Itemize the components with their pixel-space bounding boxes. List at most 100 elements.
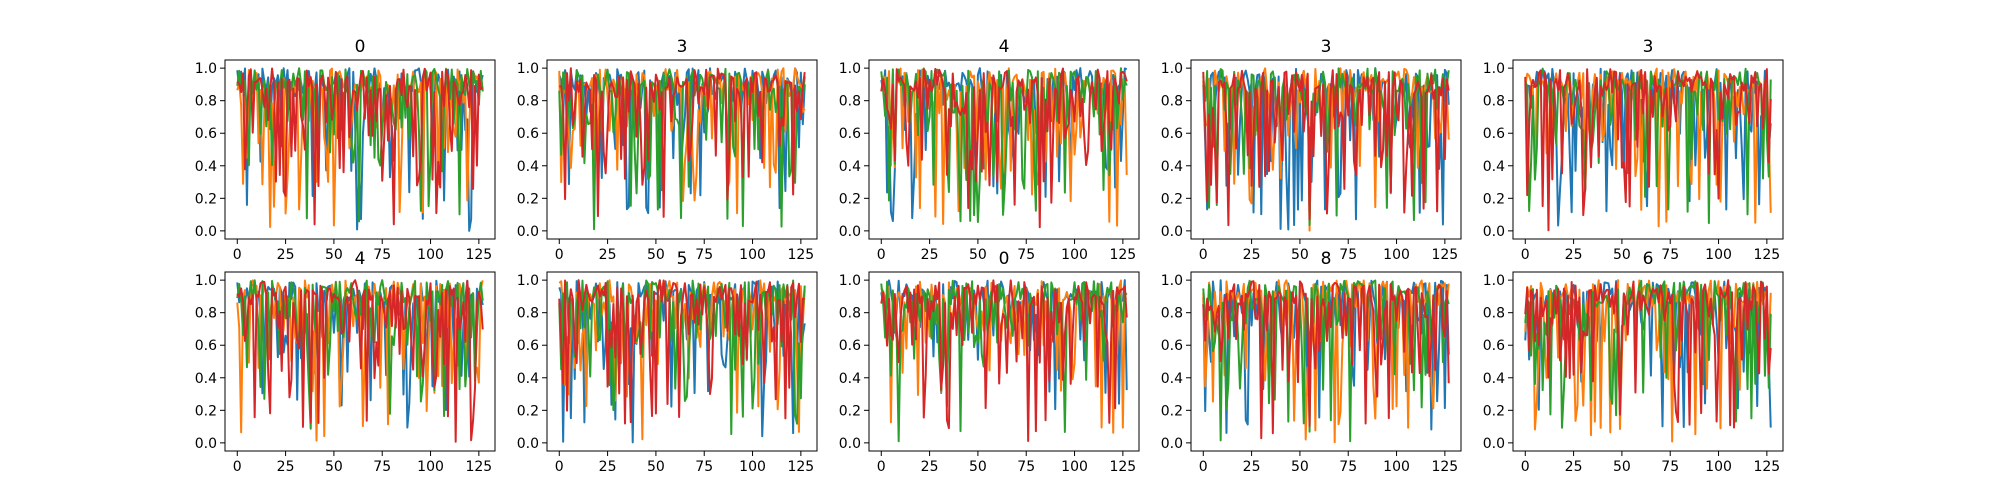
x-tick-label: 0	[1199, 459, 1208, 475]
y-tick-label: 1.0	[195, 61, 217, 77]
x-tick-label: 25	[921, 459, 939, 475]
y-tick-label: 0.8	[1483, 94, 1505, 110]
series-group	[880, 279, 1128, 443]
x-tick-label: 75	[1017, 459, 1035, 475]
axes-frame	[546, 59, 818, 240]
y-tick-label: 0.8	[839, 306, 861, 322]
y-tick-label: 0.2	[1483, 191, 1505, 207]
x-tick-label: 75	[695, 459, 713, 475]
panel-0: 0 0 25 50 75 100 125 0.0 0.2 0.4 0.6 0.8 1.0	[195, 37, 496, 263]
y-tick-label: 0.4	[1483, 371, 1505, 387]
x-tick-label: 50	[325, 247, 343, 263]
y-tick-label: 0.0	[195, 224, 217, 240]
x-tick-label: 50	[1291, 459, 1309, 475]
panel-title: 3	[1643, 37, 1654, 57]
y-tick-label: 0.0	[1161, 436, 1183, 452]
y-tick-label: 0.2	[517, 403, 539, 419]
y-tick-label: 1.0	[839, 61, 861, 77]
y-tick-label: 0.4	[1161, 371, 1183, 387]
x-tick-label: 75	[695, 247, 713, 263]
panel-1: 3 0 25 50 75 100 125 0.0 0.2 0.4 0.6 0.8 1.0	[517, 37, 818, 263]
series-line-3	[558, 279, 805, 425]
y-tick-label: 0.0	[517, 224, 539, 240]
x-tick-label: 50	[647, 459, 665, 475]
x-tick-label: 100	[1705, 247, 1732, 263]
panel-title: 5	[677, 249, 688, 269]
x-tick-label: 125	[1109, 459, 1136, 475]
panel-3: 3 0 25 50 75 100 125 0.0 0.2 0.4 0.6 0.8 1.0	[1161, 37, 1462, 263]
series-line-3	[236, 279, 484, 443]
x-tick-label: 50	[969, 459, 987, 475]
y-tick-label: 0.4	[1483, 159, 1505, 175]
y-tick-label: 0.6	[839, 338, 861, 354]
y-tick-label: 0.8	[195, 306, 217, 322]
x-tick-label: 0	[877, 459, 886, 475]
axes-frame	[224, 271, 496, 452]
panel-title: 3	[677, 37, 688, 57]
y-tick-label: 0.0	[195, 436, 217, 452]
y-tick-label: 0.2	[195, 191, 217, 207]
y-tick-label: 0.6	[517, 126, 539, 142]
x-tick-label: 25	[1243, 247, 1261, 263]
panel-title: 0	[355, 37, 366, 57]
x-tick-label: 0	[1521, 459, 1530, 475]
series-line-3	[1202, 69, 1450, 227]
y-tick-label: 1.0	[1483, 61, 1505, 77]
y-tick-label: 0.6	[1161, 338, 1183, 354]
x-tick-label: 125	[787, 247, 814, 263]
y-tick-label: 0.6	[839, 126, 861, 142]
x-tick-label: 50	[969, 247, 987, 263]
x-tick-label: 25	[1565, 247, 1583, 263]
x-tick-label: 0	[555, 459, 564, 475]
x-tick-label: 100	[739, 247, 766, 263]
x-tick-label: 75	[1339, 247, 1357, 263]
series-line-3	[880, 67, 1128, 229]
y-tick-label: 0.2	[839, 191, 861, 207]
panel-8: 8 0 25 50 75 100 125 0.0 0.2 0.4 0.6 0.8 1.0	[1161, 249, 1462, 475]
y-tick-label: 0.6	[517, 338, 539, 354]
x-tick-label: 125	[1109, 247, 1136, 263]
y-tick-label: 0.6	[1483, 126, 1505, 142]
panel-7: 0 0 25 50 75 100 125 0.0 0.2 0.4 0.6 0.8 1.0	[839, 249, 1140, 475]
y-tick-label: 0.2	[839, 403, 861, 419]
panel-4: 3 0 25 50 75 100 125 0.0 0.2 0.4 0.6 0.8 1.0	[1483, 37, 1784, 263]
y-tick-label: 0.2	[517, 191, 539, 207]
series-group	[236, 67, 484, 232]
x-tick-label: 50	[325, 459, 343, 475]
series-group	[1524, 67, 1772, 232]
panel-5: 4 0 25 50 75 100 125 0.0 0.2 0.4 0.6 0.8 1.0	[195, 249, 496, 475]
x-tick-label: 100	[1383, 247, 1410, 263]
y-tick-label: 0.0	[517, 436, 539, 452]
y-tick-label: 0.2	[1483, 403, 1505, 419]
y-tick-label: 1.0	[1483, 273, 1505, 289]
y-tick-label: 0.0	[839, 224, 861, 240]
x-tick-label: 125	[1753, 247, 1780, 263]
x-tick-label: 25	[277, 247, 295, 263]
y-tick-label: 1.0	[195, 273, 217, 289]
y-tick-label: 0.4	[195, 371, 217, 387]
series-line-3	[880, 279, 1128, 442]
axes-frame	[546, 271, 818, 452]
series-line-3	[1202, 280, 1450, 440]
x-tick-label: 25	[1243, 459, 1261, 475]
series-group	[558, 67, 806, 231]
series-group	[558, 279, 806, 444]
x-tick-label: 0	[555, 247, 564, 263]
panel-title: 4	[999, 37, 1010, 57]
x-tick-label: 50	[1291, 247, 1309, 263]
x-tick-label: 100	[1383, 459, 1410, 475]
x-tick-label: 25	[277, 459, 295, 475]
y-tick-label: 0.4	[839, 371, 861, 387]
x-tick-label: 0	[1521, 247, 1530, 263]
x-tick-label: 100	[417, 459, 444, 475]
y-tick-label: 0.0	[1483, 224, 1505, 240]
y-tick-label: 0.6	[1161, 126, 1183, 142]
x-tick-label: 100	[739, 459, 766, 475]
x-tick-label: 75	[373, 459, 391, 475]
series-line-3	[1524, 68, 1772, 232]
y-tick-label: 1.0	[517, 273, 539, 289]
x-tick-label: 25	[599, 459, 617, 475]
x-tick-label: 75	[1661, 247, 1679, 263]
